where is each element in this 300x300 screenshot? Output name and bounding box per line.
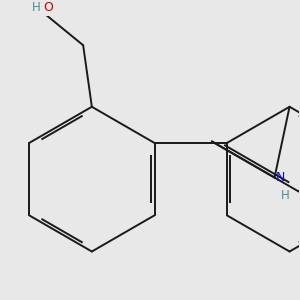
Text: O: O [44, 1, 53, 14]
Text: H: H [281, 189, 290, 202]
Text: N: N [276, 171, 285, 184]
Text: H: H [32, 1, 41, 14]
